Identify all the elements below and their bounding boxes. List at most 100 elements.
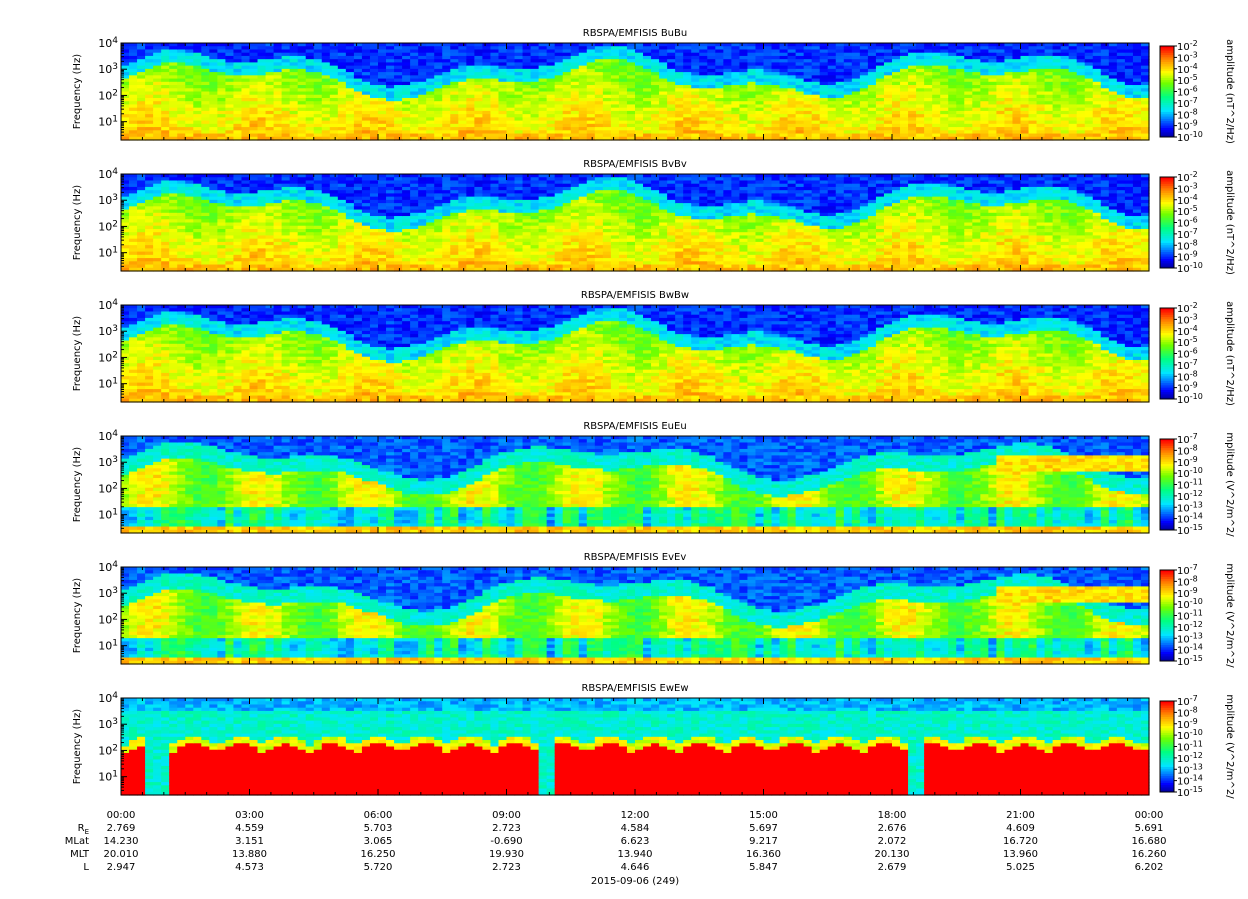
heatmap-cell xyxy=(458,136,467,141)
heatmap-cell xyxy=(707,81,716,86)
heatmap-cell xyxy=(434,72,443,76)
heatmap-cell xyxy=(755,114,765,118)
heatmap-cell xyxy=(353,130,363,135)
heatmap-cell xyxy=(289,75,299,80)
heatmap-cell xyxy=(578,123,588,128)
heatmap-cell xyxy=(490,88,500,93)
heatmap-cell xyxy=(281,127,291,131)
heatmap-cell xyxy=(201,133,210,138)
heatmap-cell xyxy=(538,110,548,115)
heatmap-cell xyxy=(369,101,379,106)
heatmap-cell xyxy=(169,133,178,138)
heatmap-cell xyxy=(562,78,572,83)
heatmap-cell xyxy=(217,101,227,106)
heatmap-cell xyxy=(779,81,789,86)
heatmap-cell xyxy=(675,107,684,112)
heatmap-cell xyxy=(787,117,797,122)
heatmap-cell xyxy=(273,43,283,47)
heatmap-cell xyxy=(121,62,130,67)
heatmap-cell xyxy=(265,104,275,109)
heatmap-cell xyxy=(522,94,532,99)
heatmap-cell xyxy=(153,72,162,76)
heatmap-cell xyxy=(297,81,307,86)
heatmap-cell xyxy=(618,136,628,141)
heatmap-cell xyxy=(313,114,323,118)
heatmap-cell xyxy=(747,123,757,128)
heatmap-cell xyxy=(466,133,475,138)
heatmap-cell xyxy=(651,49,660,54)
heatmap-cell xyxy=(594,127,604,131)
heatmap-cell xyxy=(586,136,596,141)
heatmap-cell xyxy=(626,123,636,128)
heatmap-cell xyxy=(442,75,451,80)
heatmap-cell xyxy=(643,120,652,125)
heatmap-cell xyxy=(707,88,716,93)
heatmap-cell xyxy=(225,127,235,131)
heatmap-cell xyxy=(129,55,138,60)
heatmap-cell xyxy=(691,114,700,118)
heatmap-cell xyxy=(145,52,154,57)
heatmap-cell xyxy=(337,62,347,67)
heatmap-cell xyxy=(747,52,757,57)
heatmap-cell xyxy=(578,65,588,70)
heatmap-cell xyxy=(482,68,492,73)
heatmap-cell xyxy=(281,136,291,141)
heatmap-cell xyxy=(185,52,194,57)
heatmap-cell xyxy=(723,75,732,80)
heatmap-cell xyxy=(386,91,395,96)
heatmap-cell xyxy=(321,75,331,80)
heatmap-cell xyxy=(313,72,323,76)
heatmap-cell xyxy=(177,46,186,51)
heatmap-cell xyxy=(265,72,275,76)
heatmap-cell xyxy=(361,88,371,93)
heatmap-cell xyxy=(594,104,604,109)
heatmap-cell xyxy=(193,107,202,112)
heatmap-cell xyxy=(723,65,732,70)
heatmap-cell xyxy=(618,133,628,138)
heatmap-cell xyxy=(209,136,218,141)
heatmap-cell xyxy=(586,59,596,63)
heatmap-cell xyxy=(699,72,708,76)
heatmap-cell xyxy=(683,88,692,93)
heatmap-cell xyxy=(321,78,331,83)
heatmap-cell xyxy=(209,49,218,54)
heatmap-cell xyxy=(522,46,532,51)
heatmap-cell xyxy=(594,88,604,93)
heatmap-cell xyxy=(578,81,588,86)
heatmap-cell xyxy=(426,120,435,125)
heatmap-cell xyxy=(643,65,652,70)
heatmap-cell xyxy=(289,97,299,102)
heatmap-cell xyxy=(410,127,419,131)
heatmap-cell xyxy=(618,52,628,57)
heatmap-cell xyxy=(715,46,724,51)
heatmap-cell xyxy=(249,46,259,51)
heatmap-cell xyxy=(169,114,178,118)
heatmap-cell xyxy=(707,104,716,109)
heatmap-cell xyxy=(803,65,813,70)
heatmap-cell xyxy=(193,52,202,57)
heatmap-cell xyxy=(747,94,757,99)
heatmap-cell xyxy=(594,62,604,67)
heatmap-cell xyxy=(554,120,564,125)
heatmap-cell xyxy=(289,68,299,73)
heatmap-cell xyxy=(635,43,644,47)
heatmap-cell xyxy=(217,59,227,63)
heatmap-cell xyxy=(530,123,540,128)
heatmap-cell xyxy=(570,68,580,73)
heatmap-cell xyxy=(458,110,467,115)
heatmap-cell xyxy=(313,55,323,60)
heatmap-cell xyxy=(233,136,243,141)
heatmap-cell xyxy=(779,120,789,125)
heatmap-cell xyxy=(771,52,781,57)
heatmap-cell xyxy=(353,120,363,125)
heatmap-cell xyxy=(538,107,548,112)
heatmap-cell xyxy=(281,94,291,99)
heatmap-cell xyxy=(675,136,684,141)
heatmap-cell xyxy=(225,68,235,73)
heatmap-cell xyxy=(177,101,186,106)
heatmap-cell xyxy=(273,114,283,118)
heatmap-cell xyxy=(209,123,218,128)
heatmap-cell xyxy=(353,65,363,70)
heatmap-cell xyxy=(819,75,829,80)
heatmap-cell xyxy=(819,72,829,76)
